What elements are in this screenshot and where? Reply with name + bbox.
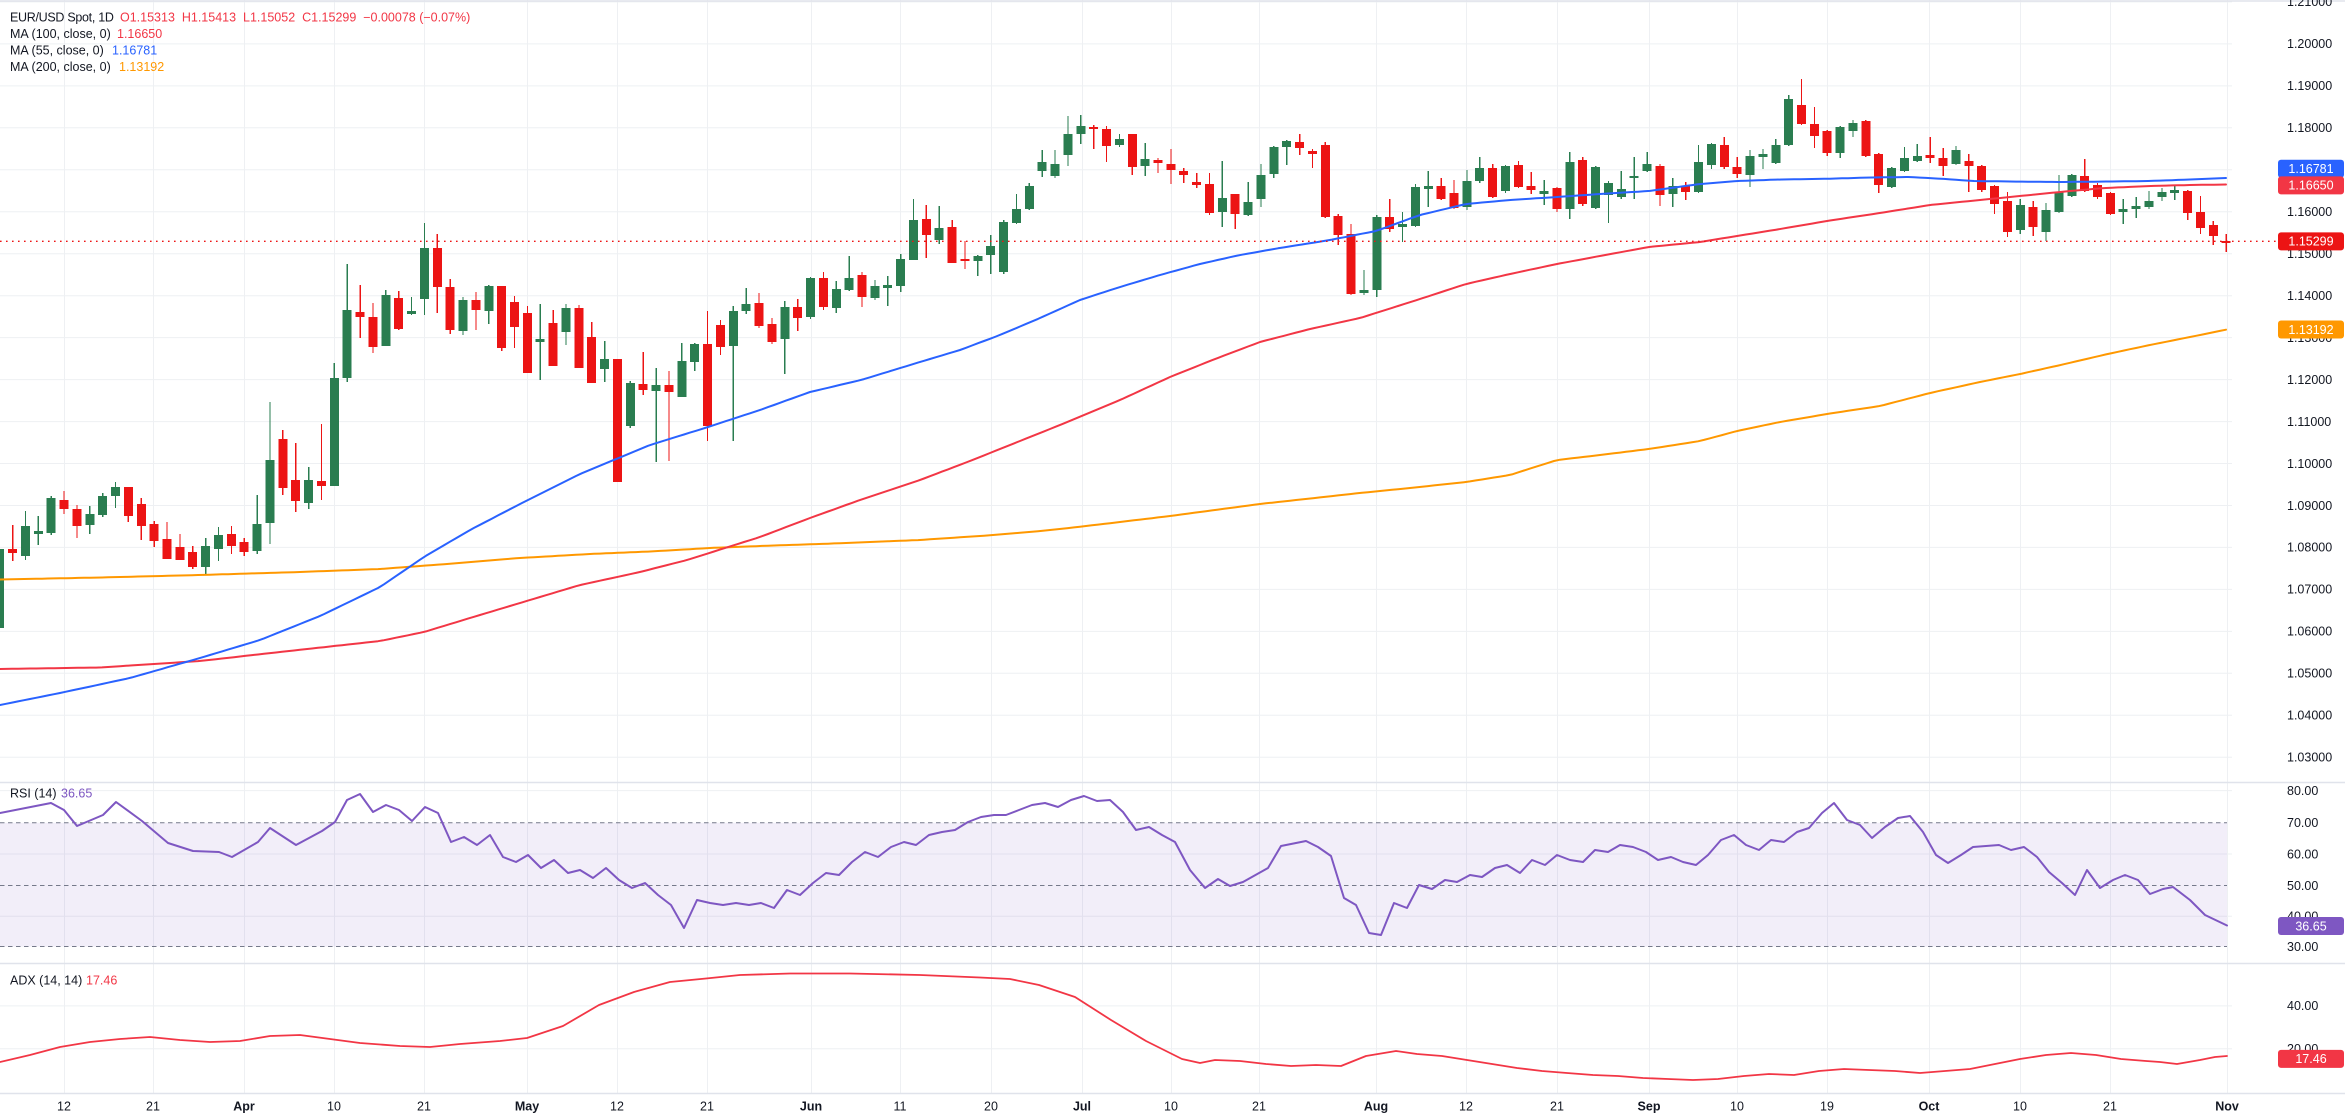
svg-text:1.05000: 1.05000: [2287, 667, 2332, 681]
svg-text:MA (55, close, 0): MA (55, close, 0): [10, 44, 104, 58]
svg-text:Jul: Jul: [1073, 1100, 1091, 1114]
svg-text:1.09000: 1.09000: [2287, 499, 2332, 513]
svg-text:Oct: Oct: [1919, 1100, 1941, 1114]
svg-text:1.04000: 1.04000: [2287, 709, 2332, 723]
svg-text:1.21000: 1.21000: [2287, 0, 2332, 9]
svg-text:70.00: 70.00: [2287, 816, 2318, 830]
svg-text:1.08000: 1.08000: [2287, 541, 2332, 555]
svg-text:1.14000: 1.14000: [2287, 289, 2332, 303]
svg-text:19: 19: [1820, 1100, 1834, 1114]
svg-text:Apr: Apr: [233, 1100, 255, 1114]
svg-text:MA (100, close, 0): MA (100, close, 0): [10, 27, 111, 41]
svg-text:1.16781: 1.16781: [112, 44, 157, 58]
svg-text:10: 10: [1730, 1100, 1744, 1114]
svg-text:12: 12: [610, 1100, 624, 1114]
svg-text:21: 21: [1550, 1100, 1564, 1114]
svg-text:21: 21: [146, 1100, 160, 1114]
svg-text:1.16781: 1.16781: [2288, 162, 2333, 176]
svg-text:21: 21: [417, 1100, 431, 1114]
svg-text:60.00: 60.00: [2287, 847, 2318, 861]
svg-text:1.19000: 1.19000: [2287, 79, 2332, 93]
svg-text:80.00: 80.00: [2287, 784, 2318, 798]
svg-text:50.00: 50.00: [2287, 879, 2318, 893]
svg-text:1.10000: 1.10000: [2287, 457, 2332, 471]
svg-text:1.11000: 1.11000: [2287, 415, 2331, 429]
svg-text:1.15299: 1.15299: [2288, 235, 2333, 249]
svg-text:O1.15313 H1.15413 L1.15052: O1.15313 H1.15413 L1.15052 C1.15299 −0.0…: [120, 11, 470, 25]
svg-text:RSI (14): RSI (14): [10, 787, 57, 801]
svg-text:1.15000: 1.15000: [2287, 247, 2332, 261]
svg-text:1.03000: 1.03000: [2287, 751, 2332, 765]
svg-text:21: 21: [2103, 1100, 2117, 1114]
svg-text:10: 10: [2013, 1100, 2027, 1114]
svg-text:36.65: 36.65: [61, 787, 92, 801]
svg-text:12: 12: [1459, 1100, 1473, 1114]
svg-text:1.16650: 1.16650: [2288, 179, 2333, 193]
svg-text:20: 20: [984, 1100, 998, 1114]
svg-text:1.16650: 1.16650: [117, 27, 162, 41]
svg-text:Jun: Jun: [800, 1100, 822, 1114]
svg-text:17.46: 17.46: [86, 974, 117, 988]
svg-text:Aug: Aug: [1364, 1100, 1388, 1114]
svg-text:12: 12: [57, 1100, 71, 1114]
svg-text:17.46: 17.46: [2295, 1052, 2326, 1066]
svg-text:1.13192: 1.13192: [119, 60, 164, 74]
svg-text:EUR/USD Spot, 1D: EUR/USD Spot, 1D: [10, 11, 114, 25]
svg-text:10: 10: [327, 1100, 341, 1114]
svg-text:1.06000: 1.06000: [2287, 625, 2332, 639]
svg-text:1.20000: 1.20000: [2287, 37, 2332, 51]
svg-text:Sep: Sep: [1638, 1100, 1661, 1114]
svg-text:40.00: 40.00: [2287, 999, 2318, 1013]
svg-text:21: 21: [700, 1100, 714, 1114]
svg-text:21: 21: [1252, 1100, 1266, 1114]
svg-text:1.18000: 1.18000: [2287, 121, 2332, 135]
svg-text:30.00: 30.00: [2287, 940, 2318, 954]
svg-text:1.07000: 1.07000: [2287, 583, 2332, 597]
svg-text:36.65: 36.65: [2295, 919, 2326, 933]
svg-text:1.12000: 1.12000: [2287, 373, 2332, 387]
svg-text:10: 10: [1164, 1100, 1178, 1114]
svg-text:May: May: [515, 1100, 539, 1114]
svg-text:1.13192: 1.13192: [2288, 323, 2333, 337]
svg-text:MA (200, close, 0): MA (200, close, 0): [10, 60, 111, 74]
svg-text:1.16000: 1.16000: [2287, 205, 2332, 219]
svg-text:ADX (14, 14): ADX (14, 14): [10, 974, 82, 988]
svg-text:Nov: Nov: [2215, 1100, 2239, 1114]
svg-text:11: 11: [894, 1100, 907, 1114]
